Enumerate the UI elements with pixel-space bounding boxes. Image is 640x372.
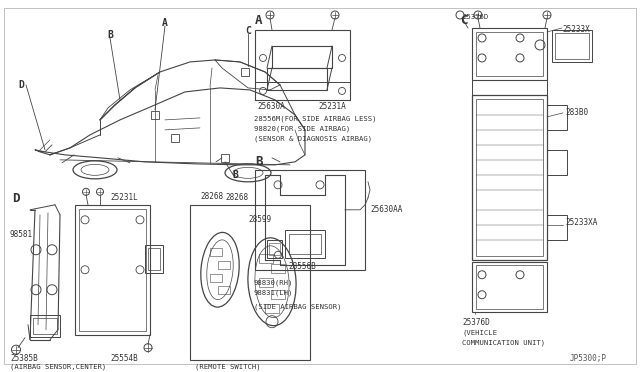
Text: B: B [107, 30, 113, 40]
Bar [151, 111, 159, 119]
Bar [472, 95, 547, 260]
Bar [30, 315, 60, 337]
Bar [210, 248, 222, 256]
Bar [145, 245, 163, 273]
Bar [265, 304, 279, 313]
Text: COMMUNICATION UNIT): COMMUNICATION UNIT) [462, 340, 545, 346]
Bar [255, 170, 365, 270]
Bar [255, 82, 350, 100]
Text: C: C [460, 14, 467, 27]
Text: 25233X: 25233X [562, 25, 589, 34]
Bar [218, 286, 230, 294]
Bar [552, 30, 592, 62]
Bar [269, 243, 280, 255]
Text: 25554B: 25554B [110, 354, 138, 363]
Bar [476, 99, 543, 256]
Text: 28268: 28268 [200, 192, 223, 201]
Text: (SIDE AIRBAG SENSOR): (SIDE AIRBAG SENSOR) [254, 304, 342, 310]
Bar [221, 154, 229, 162]
Text: 25376D: 25376D [462, 318, 490, 327]
Bar [210, 274, 222, 282]
Text: (REMOTE SWITCH): (REMOTE SWITCH) [195, 364, 260, 370]
Text: 28599: 28599 [248, 215, 271, 224]
Bar [79, 209, 146, 331]
Text: D: D [12, 192, 19, 205]
Bar [267, 240, 282, 258]
Text: JP5300;P: JP5300;P [570, 354, 607, 363]
Bar [255, 30, 350, 100]
Bar [547, 150, 567, 175]
Text: 25231A: 25231A [318, 102, 346, 111]
Text: B: B [232, 170, 238, 180]
Bar [271, 264, 285, 273]
Bar [272, 46, 332, 68]
Text: D: D [18, 80, 24, 90]
Text: 98830(RH): 98830(RH) [254, 280, 293, 286]
Text: 25231L: 25231L [110, 193, 138, 202]
Text: 25630AA: 25630AA [370, 205, 403, 214]
Text: C: C [245, 26, 251, 36]
Text: 98820(FOR SIDE AIRBAG): 98820(FOR SIDE AIRBAG) [254, 126, 350, 132]
Text: 25630A: 25630A [257, 102, 285, 111]
Bar [472, 28, 547, 80]
Bar [547, 105, 567, 130]
Bar [190, 205, 310, 360]
Bar [259, 254, 273, 263]
Bar [472, 262, 547, 312]
Text: 28556B: 28556B [288, 262, 316, 271]
Text: 283B0: 283B0 [565, 108, 588, 117]
Text: (VEHICLE: (VEHICLE [462, 330, 497, 336]
Text: 98581: 98581 [10, 230, 33, 239]
Text: B: B [255, 155, 262, 168]
Bar [271, 290, 285, 299]
Bar [218, 261, 230, 269]
Bar [555, 33, 589, 59]
Bar [289, 234, 321, 254]
Text: 98831(LH): 98831(LH) [254, 290, 293, 296]
Text: A: A [162, 18, 168, 28]
Bar [476, 32, 543, 76]
Bar [75, 205, 150, 335]
Bar [547, 215, 567, 240]
Bar [148, 248, 160, 270]
Bar [259, 278, 273, 287]
Text: 25385B: 25385B [10, 354, 38, 363]
Bar [241, 68, 249, 76]
Text: (SENSOR & DIAGNOSIS AIRBAG): (SENSOR & DIAGNOSIS AIRBAG) [254, 136, 372, 142]
Text: 28268: 28268 [225, 193, 248, 202]
Text: 25233XA: 25233XA [565, 218, 597, 227]
Text: A: A [255, 14, 262, 27]
Bar [171, 134, 179, 142]
Bar [476, 265, 543, 309]
Bar [285, 230, 325, 258]
Text: (AIRBAG SENSOR,CENTER): (AIRBAG SENSOR,CENTER) [10, 364, 106, 370]
Bar [267, 68, 327, 90]
Text: 25376D: 25376D [462, 14, 488, 20]
Text: 28556M(FOR SIDE AIRBAG LESS): 28556M(FOR SIDE AIRBAG LESS) [254, 116, 376, 122]
Bar [33, 318, 57, 334]
